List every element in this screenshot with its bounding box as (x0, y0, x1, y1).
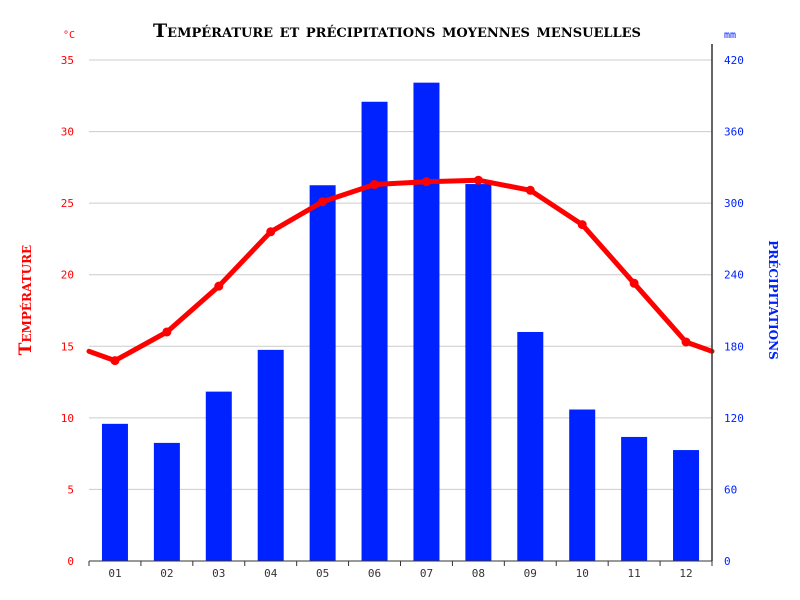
right-tick-label: 360 (724, 126, 744, 139)
left-axis-unit: °C (63, 30, 75, 41)
temperature-point (318, 197, 328, 207)
precipitation-bars (101, 82, 700, 562)
month-label: 03 (212, 567, 225, 580)
precipitation-bar (569, 409, 596, 561)
right-tick-label: 180 (724, 340, 744, 353)
left-axis-title: Température (16, 245, 36, 355)
precipitation-bar (205, 391, 232, 561)
left-tick-label: 30 (61, 126, 74, 139)
left-tick-label: 20 (61, 269, 74, 282)
month-label: 06 (368, 567, 381, 580)
temperature-point (681, 337, 691, 347)
month-label: 10 (576, 567, 589, 580)
right-tick-label: 60 (724, 483, 737, 496)
right-axis-title: précipitations (764, 240, 784, 360)
month-label: 04 (264, 567, 278, 580)
chart-title: Température et précipitations moyennes m… (153, 20, 641, 42)
right-tick-label: 240 (724, 269, 744, 282)
month-label: 09 (524, 567, 537, 580)
temperature-polyline (86, 177, 715, 364)
month-label: 11 (628, 567, 641, 580)
precipitation-bar (361, 101, 388, 561)
right-tick-label: 0 (724, 555, 731, 568)
temperature-point (214, 281, 224, 291)
precipitation-bar (673, 450, 700, 561)
axes (88, 44, 713, 566)
temperature-point (577, 220, 587, 230)
precipitation-bar (621, 436, 648, 561)
temperature-point (370, 180, 380, 190)
month-label: 02 (160, 567, 173, 580)
right-tick-label: 300 (724, 197, 744, 210)
precipitation-bar (465, 184, 492, 562)
right-tick-label: 420 (724, 54, 744, 67)
precipitation-bar (257, 349, 284, 561)
left-tick-label: 35 (61, 54, 74, 67)
left-tick-label: 0 (67, 555, 74, 568)
temperature-point (629, 278, 639, 288)
temperature-point (162, 327, 172, 337)
temperature-line (86, 175, 715, 366)
month-label: 12 (679, 567, 692, 580)
temperature-point (266, 227, 276, 237)
left-tick-label: 15 (61, 340, 74, 353)
right-tick-label: 120 (724, 412, 744, 425)
precipitation-bar (309, 185, 336, 561)
precipitation-bar (517, 331, 544, 561)
month-label: 08 (472, 567, 485, 580)
month-label: 07 (420, 567, 433, 580)
left-tick-label: 10 (61, 412, 74, 425)
temperature-point (525, 185, 535, 195)
month-label: 05 (316, 567, 329, 580)
month-label: 01 (108, 567, 121, 580)
precipitation-bar (413, 82, 440, 562)
precipitation-bar (101, 423, 128, 561)
left-tick-label: 25 (61, 197, 74, 210)
temperature-point (110, 356, 120, 366)
temperature-point (421, 177, 431, 187)
left-tick-label: 5 (67, 483, 74, 496)
precipitation-bar (153, 442, 180, 561)
right-axis-unit: mm (724, 30, 736, 41)
temperature-point (473, 175, 483, 185)
gridlines (89, 59, 712, 490)
